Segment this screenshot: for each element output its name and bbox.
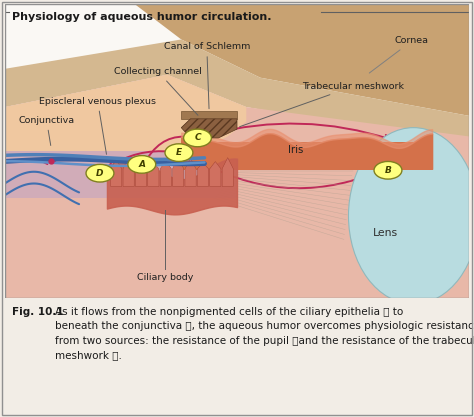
Text: D: D	[96, 169, 104, 178]
Circle shape	[165, 144, 193, 161]
Polygon shape	[5, 40, 469, 145]
Polygon shape	[210, 161, 221, 186]
Polygon shape	[181, 111, 237, 119]
Polygon shape	[197, 163, 209, 186]
Polygon shape	[123, 157, 134, 186]
Polygon shape	[5, 75, 246, 151]
Text: C: C	[194, 133, 201, 143]
Text: B: B	[384, 166, 392, 175]
Text: A: A	[138, 160, 145, 169]
Text: E: E	[176, 148, 182, 157]
Polygon shape	[135, 4, 469, 116]
Polygon shape	[181, 142, 432, 169]
Text: Trabecular meshwork: Trabecular meshwork	[240, 82, 404, 127]
Text: Lens: Lens	[373, 229, 398, 239]
Polygon shape	[160, 161, 171, 186]
Circle shape	[128, 156, 155, 173]
Circle shape	[183, 129, 211, 147]
Text: Physiology of aqueous humor circulation.: Physiology of aqueous humor circulation.	[12, 12, 271, 22]
Polygon shape	[136, 160, 146, 186]
Text: As it flows from the nonpigmented cells of the ciliary epithelia Ⓐ to
beneath th: As it flows from the nonpigmented cells …	[55, 307, 474, 360]
Text: Collecting channel: Collecting channel	[114, 67, 202, 116]
Polygon shape	[5, 75, 469, 298]
Polygon shape	[173, 157, 184, 186]
Polygon shape	[181, 119, 237, 138]
Text: Canal of Schlemm: Canal of Schlemm	[164, 42, 250, 109]
Polygon shape	[148, 163, 159, 186]
Ellipse shape	[348, 128, 474, 304]
Text: Iris: Iris	[288, 145, 303, 155]
Text: Conjunctiva: Conjunctiva	[18, 116, 74, 146]
Text: Cornea: Cornea	[369, 36, 429, 73]
Polygon shape	[222, 158, 233, 186]
Polygon shape	[110, 160, 122, 186]
Text: Ciliary body: Ciliary body	[137, 273, 193, 282]
Text: Fig. 10.1: Fig. 10.1	[12, 307, 64, 317]
Polygon shape	[5, 4, 469, 298]
Polygon shape	[5, 151, 237, 198]
Circle shape	[374, 161, 402, 179]
Text: Episcleral venous plexus: Episcleral venous plexus	[39, 97, 156, 154]
Polygon shape	[185, 159, 196, 186]
Circle shape	[86, 164, 114, 182]
